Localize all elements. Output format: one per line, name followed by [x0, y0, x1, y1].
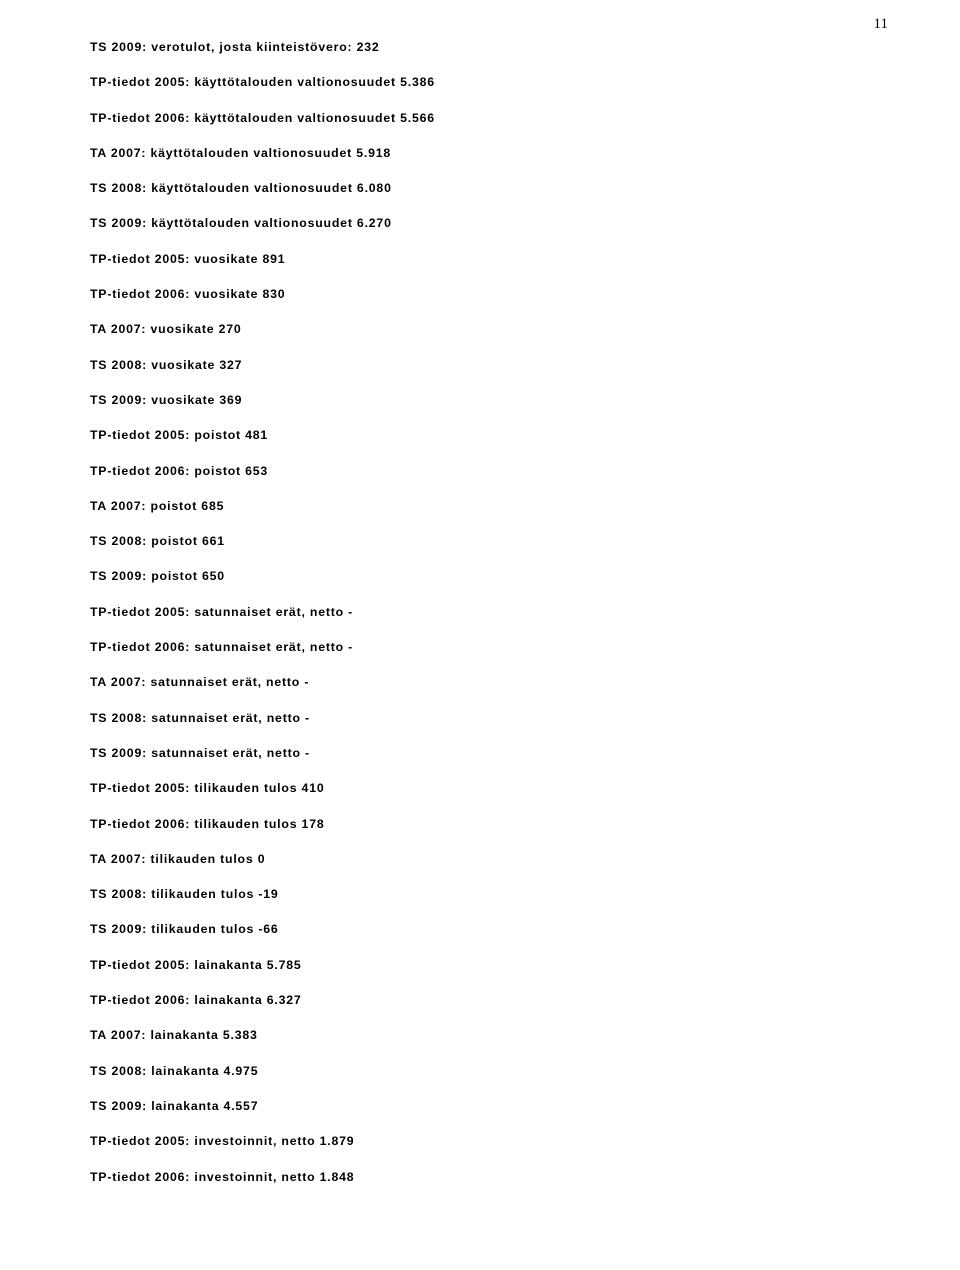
- text-line: TP-tiedot 2006: vuosikate 830: [90, 287, 870, 301]
- text-line: TP-tiedot 2005: poistot 481: [90, 428, 870, 442]
- text-line: TS 2008: vuosikate 327: [90, 358, 870, 372]
- text-line: TP-tiedot 2006: investoinnit, netto 1.84…: [90, 1170, 870, 1184]
- text-line: TA 2007: satunnaiset erät, netto -: [90, 675, 870, 689]
- text-line: TS 2008: tilikauden tulos -19: [90, 887, 870, 901]
- text-line: TP-tiedot 2005: investoinnit, netto 1.87…: [90, 1134, 870, 1148]
- text-line: TS 2009: käyttötalouden valtionosuudet 6…: [90, 216, 870, 230]
- document-body: TS 2009: verotulot, josta kiinteistövero…: [90, 40, 870, 1184]
- text-line: TP-tiedot 2005: satunnaiset erät, netto …: [90, 605, 870, 619]
- text-line: TP-tiedot 2005: vuosikate 891: [90, 252, 870, 266]
- text-line: TP-tiedot 2006: lainakanta 6.327: [90, 993, 870, 1007]
- text-line: TP-tiedot 2006: satunnaiset erät, netto …: [90, 640, 870, 654]
- text-line: TS 2009: lainakanta 4.557: [90, 1099, 870, 1113]
- text-line: TP-tiedot 2005: käyttötalouden valtionos…: [90, 75, 870, 89]
- text-line: TS 2009: vuosikate 369: [90, 393, 870, 407]
- page-number: 11: [874, 16, 888, 33]
- text-line: TA 2007: poistot 685: [90, 499, 870, 513]
- text-line: TA 2007: tilikauden tulos 0: [90, 852, 870, 866]
- text-line: TP-tiedot 2005: lainakanta 5.785: [90, 958, 870, 972]
- text-line: TA 2007: käyttötalouden valtionosuudet 5…: [90, 146, 870, 160]
- text-line: TS 2009: verotulot, josta kiinteistövero…: [90, 40, 870, 54]
- text-line: TP-tiedot 2006: tilikauden tulos 178: [90, 817, 870, 831]
- text-line: TS 2009: tilikauden tulos -66: [90, 922, 870, 936]
- text-line: TS 2008: käyttötalouden valtionosuudet 6…: [90, 181, 870, 195]
- text-line: TS 2008: poistot 661: [90, 534, 870, 548]
- text-line: TS 2008: satunnaiset erät, netto -: [90, 711, 870, 725]
- text-line: TS 2009: satunnaiset erät, netto -: [90, 746, 870, 760]
- text-line: TP-tiedot 2006: käyttötalouden valtionos…: [90, 111, 870, 125]
- text-line: TS 2009: poistot 650: [90, 569, 870, 583]
- text-line: TP-tiedot 2006: poistot 653: [90, 464, 870, 478]
- text-line: TP-tiedot 2005: tilikauden tulos 410: [90, 781, 870, 795]
- text-line: TS 2008: lainakanta 4.975: [90, 1064, 870, 1078]
- text-line: TA 2007: vuosikate 270: [90, 322, 870, 336]
- text-line: TA 2007: lainakanta 5.383: [90, 1028, 870, 1042]
